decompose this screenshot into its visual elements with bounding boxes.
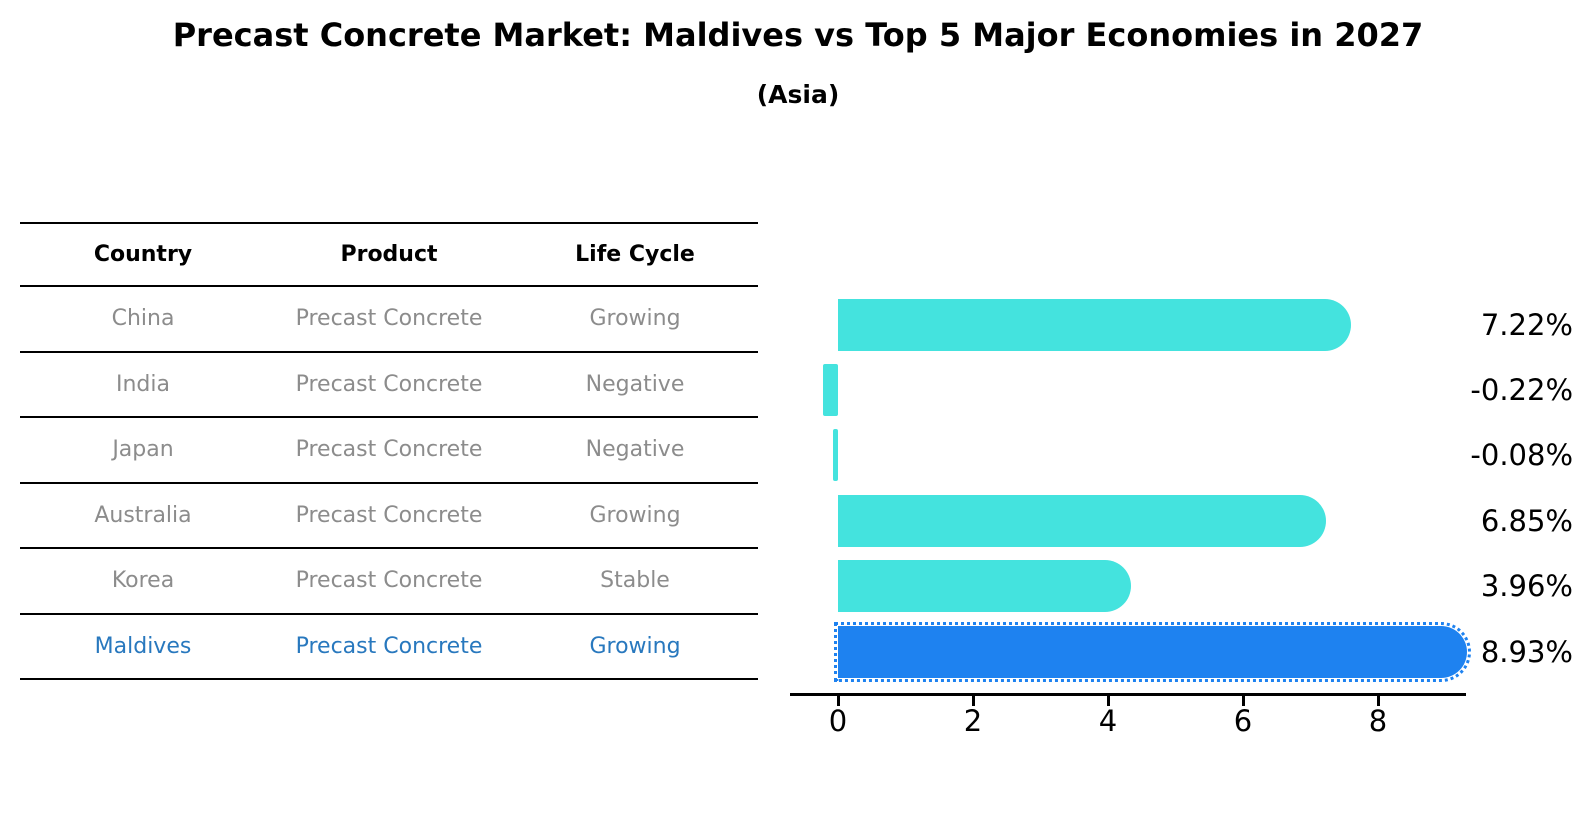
x-tick-mark: [971, 696, 975, 706]
cell-product: Precast Concrete: [295, 306, 483, 332]
chart-subtitle: (Asia): [756, 80, 840, 109]
cell-product: Precast Concrete: [295, 371, 483, 397]
bar-india: [823, 363, 838, 416]
cell-life-cycle: Growing: [589, 502, 681, 528]
column-header-country: Country: [93, 242, 193, 267]
cell-country: Korea: [111, 568, 175, 594]
value-label-australia: 6.85%: [1480, 503, 1573, 538]
cell-life-cycle: Stable: [600, 568, 670, 594]
bar-china: [838, 298, 1352, 351]
value-label-korea: 3.96%: [1480, 569, 1573, 604]
column-header-product: Product: [340, 242, 438, 267]
cell-product: Precast Concrete: [295, 502, 483, 528]
x-tick-label: 2: [963, 704, 983, 738]
table-row-maldives: Maldives Precast Concrete Growing: [20, 615, 758, 680]
bar-japan: [832, 429, 838, 482]
table-row: India Precast Concrete Negative: [20, 353, 758, 418]
x-tick-mark: [1376, 696, 1380, 706]
bar-korea: [838, 560, 1132, 613]
cell-country: Japan: [112, 437, 174, 463]
cell-life-cycle: Negative: [585, 371, 685, 397]
column-header-life-cycle: Life Cycle: [575, 242, 695, 267]
value-label-china: 7.22%: [1480, 307, 1573, 342]
country-table: Country Product Life Cycle China Precast…: [20, 222, 758, 680]
value-label-maldives: 8.93%: [1480, 634, 1573, 669]
table-row: Australia Precast Concrete Growing: [20, 484, 758, 549]
x-tick-mark: [836, 696, 840, 706]
cell-country: Australia: [94, 502, 192, 528]
x-tick-label: 0: [828, 704, 848, 738]
cell-country: India: [116, 371, 170, 397]
table-row: China Precast Concrete Growing: [20, 287, 758, 353]
cell-life-cycle: Growing: [589, 306, 681, 332]
cell-product: Precast Concrete: [295, 437, 483, 463]
table-header-row: Country Product Life Cycle: [20, 224, 758, 287]
bar-australia: [838, 494, 1327, 547]
bar-maldives: [834, 621, 1471, 682]
x-tick-label: 4: [1098, 704, 1118, 738]
cell-life-cycle: Negative: [585, 437, 685, 463]
cell-country: China: [111, 306, 175, 332]
cell-product: Precast Concrete: [295, 568, 483, 594]
x-tick-label: 6: [1233, 704, 1253, 738]
value-label-japan: -0.08%: [1470, 438, 1573, 473]
cell-country: Maldives: [94, 633, 192, 659]
value-label-india: -0.22%: [1470, 372, 1573, 407]
chart-title: Precast Concrete Market: Maldives vs Top…: [172, 16, 1424, 54]
cell-life-cycle: Growing: [589, 633, 681, 659]
cell-product: Precast Concrete: [295, 633, 483, 659]
x-tick-label: 8: [1368, 704, 1388, 738]
table-row: Japan Precast Concrete Negative: [20, 418, 758, 484]
table-row: Korea Precast Concrete Stable: [20, 549, 758, 615]
x-tick-mark: [1241, 696, 1245, 706]
x-tick-mark: [1106, 696, 1110, 706]
x-axis-line: [790, 693, 1466, 696]
